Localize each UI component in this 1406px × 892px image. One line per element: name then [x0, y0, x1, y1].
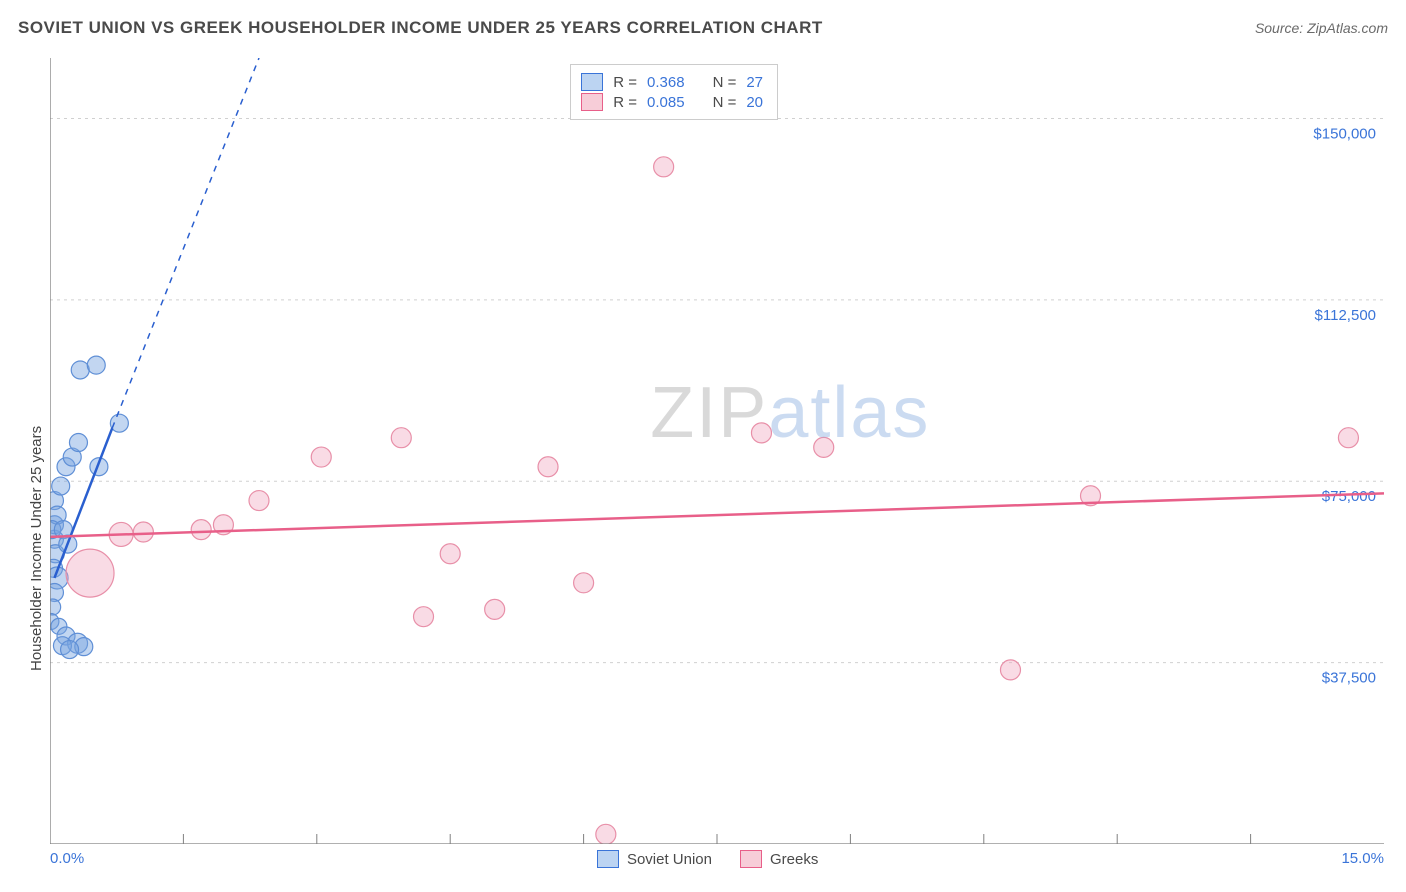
n-value: 20	[746, 94, 763, 111]
y-tick-label: $37,500	[1322, 670, 1376, 687]
chart-title: SOVIET UNION VS GREEK HOUSEHOLDER INCOME…	[18, 18, 823, 38]
r-label: R =	[613, 94, 637, 111]
data-point	[71, 361, 89, 379]
data-point	[249, 491, 269, 511]
n-label: N =	[713, 94, 737, 111]
legend-swatch	[740, 850, 762, 868]
correlation-stats-legend: R = 0.368 N = 27 R = 0.085 N = 20	[570, 64, 778, 120]
source-prefix: Source:	[1255, 20, 1307, 36]
data-point	[61, 641, 79, 659]
legend-item: Greeks	[740, 850, 818, 868]
legend-swatch	[597, 850, 619, 868]
legend-swatch	[581, 73, 603, 91]
stat-legend-row: R = 0.368 N = 27	[581, 73, 763, 91]
y-axis-label: Householder Income Under 25 years	[28, 426, 45, 671]
data-point	[814, 437, 834, 457]
data-point	[66, 549, 114, 597]
data-point	[440, 544, 460, 564]
data-point	[110, 414, 128, 432]
legend-label: Soviet Union	[627, 851, 712, 868]
scatter-chart-svg: $37,500 $75,000 $112,500 $150,000	[50, 58, 1384, 844]
data-point	[311, 447, 331, 467]
data-point	[654, 157, 674, 177]
data-point	[69, 434, 87, 452]
chart-header: SOVIET UNION VS GREEK HOUSEHOLDER INCOME…	[18, 18, 1388, 38]
plot-area: $37,500$75,000$112,500$150,000 ZIPatlas …	[50, 58, 1384, 844]
legend-label: Greeks	[770, 851, 818, 868]
n-label: N =	[713, 74, 737, 91]
legend-item: Soviet Union	[597, 850, 712, 868]
data-point	[133, 522, 153, 542]
data-point	[391, 428, 411, 448]
y-tick-label: $75,000	[1322, 488, 1376, 505]
data-point	[538, 457, 558, 477]
series-legend: Soviet Union Greeks	[597, 850, 818, 868]
data-point	[191, 520, 211, 540]
r-value: 0.085	[647, 94, 685, 111]
data-point	[87, 356, 105, 374]
data-point	[485, 599, 505, 619]
legend-swatch	[581, 93, 603, 111]
r-value: 0.368	[647, 74, 685, 91]
source-attribution: Source: ZipAtlas.com	[1255, 20, 1388, 36]
data-point	[596, 824, 616, 844]
r-label: R =	[613, 74, 637, 91]
data-point	[1338, 428, 1358, 448]
x-axis-max-label: 15.0%	[1341, 850, 1384, 867]
stat-legend-row: R = 0.085 N = 20	[581, 93, 763, 111]
data-point	[574, 573, 594, 593]
data-point	[1000, 660, 1020, 680]
source-name: ZipAtlas.com	[1307, 20, 1388, 36]
n-value: 27	[746, 74, 763, 91]
y-tick-label: $112,500	[1315, 307, 1376, 324]
data-point	[52, 477, 70, 495]
y-tick-label: $150,000	[1313, 125, 1376, 142]
data-point	[50, 599, 61, 615]
trend-line-extrapolated	[112, 58, 259, 428]
data-point	[414, 607, 434, 627]
x-axis-min-label: 0.0%	[50, 850, 84, 867]
data-point	[751, 423, 771, 443]
